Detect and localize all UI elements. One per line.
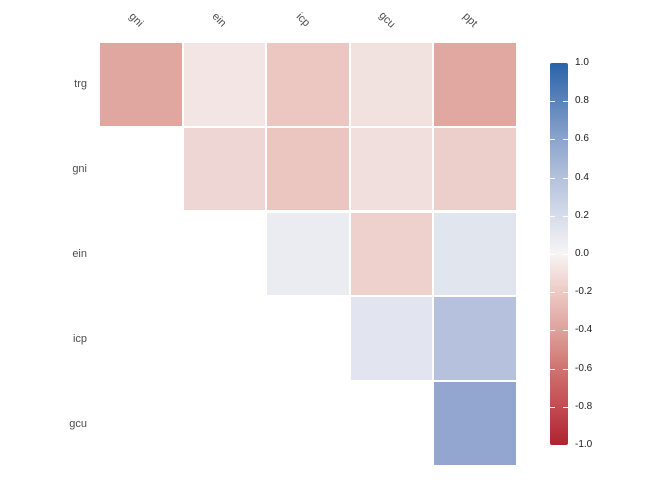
colorbar-tick-label--0.4: -0.4 <box>575 324 593 336</box>
heatmap-cell-trg-icp <box>267 43 349 126</box>
colorbar-tick-mark <box>550 139 555 141</box>
colorbar-tick-mark <box>563 101 568 103</box>
heatmap-cell-trg-ein <box>183 43 266 126</box>
heatmap-cell-ein-icp <box>267 212 349 296</box>
heatmap-cell-icp-ppt <box>434 297 516 380</box>
heatmap-cell-gni-ein <box>183 127 266 211</box>
colorbar-tick-mark <box>550 177 555 179</box>
colorbar-tick-mark <box>550 215 555 217</box>
colorbar-tick-mark <box>563 254 568 255</box>
colorbar-gradient <box>550 63 568 445</box>
colorbar-tick-mark <box>563 368 568 370</box>
colorbar-tick-label-0.2: 0.2 <box>575 209 589 221</box>
colorbar-tick-label--1.0: -1.0 <box>575 439 593 450</box>
colorbar-tick-label-0.6: 0.6 <box>575 133 589 145</box>
heatmap-cell-gni-ppt <box>434 127 516 211</box>
heatmap-cell-trg-ppt <box>434 43 516 126</box>
row-label-trg: trg <box>74 78 87 91</box>
colorbar-tick-mark <box>563 330 568 332</box>
colorbar-tick-label--0.8: -0.8 <box>575 400 593 412</box>
colorbar-legend <box>550 63 568 445</box>
heatmap-cell-gni-icp <box>267 127 349 211</box>
colorbar-tick-mark <box>550 292 555 294</box>
column-label-gni: gni <box>126 10 146 30</box>
colorbar-tick-mark <box>550 406 555 408</box>
colorbar-tick-label-1.0: 1.0 <box>575 57 589 68</box>
colorbar-tick-mark <box>563 177 568 179</box>
row-label-ein: ein <box>72 247 87 260</box>
heatmap-cell-trg-gcu <box>350 43 433 126</box>
colorbar-tick-label--0.6: -0.6 <box>575 362 593 374</box>
row-label-icp: icp <box>72 332 87 345</box>
colorbar-tick-label-0.8: 0.8 <box>575 95 589 107</box>
colorbar-tick-mark <box>550 368 555 370</box>
heatmap-cell-gni-gcu <box>350 127 433 211</box>
row-label-gni: gni <box>72 163 87 176</box>
column-label-icp: icp <box>293 10 313 30</box>
colorbar-tick-mark <box>563 406 568 408</box>
colorbar-tick-label-0.4: 0.4 <box>575 171 589 183</box>
column-label-ein: ein <box>209 10 229 30</box>
colorbar-tick-mark <box>550 254 555 255</box>
colorbar-tick-mark <box>550 330 555 332</box>
heatmap-cell-ein-gcu <box>350 212 433 296</box>
colorbar-tick-mark <box>563 292 568 294</box>
heatmap-cell-ein-ppt <box>434 212 516 296</box>
colorbar-tick-mark <box>563 215 568 217</box>
heatmap-cell-gcu-ppt <box>434 382 516 465</box>
heatmap-cell-trg-gni <box>100 43 182 126</box>
heatmap-cell-icp-gcu <box>350 297 433 380</box>
colorbar-tick-label-0.0: 0.0 <box>575 248 589 259</box>
column-label-gcu: gcu <box>376 9 398 31</box>
colorbar-tick-mark <box>563 139 568 141</box>
colorbar-tick-label--0.2: -0.2 <box>575 286 593 298</box>
row-label-gcu: gcu <box>69 417 87 430</box>
colorbar-tick-mark <box>550 101 555 103</box>
column-label-ppt: ppt <box>460 10 480 30</box>
